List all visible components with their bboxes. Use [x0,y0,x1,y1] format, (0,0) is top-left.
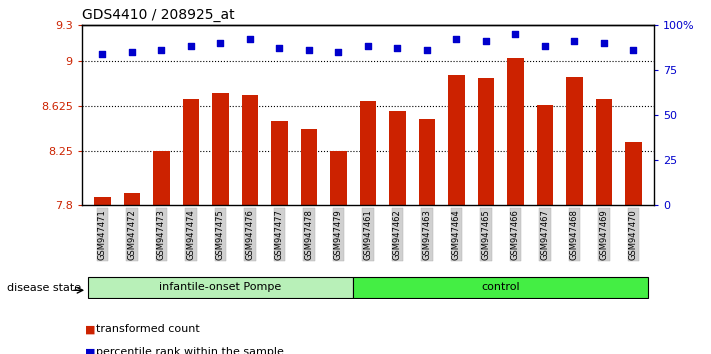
Point [215,40,226,46]
Text: infantile-onset Pompe: infantile-onset Pompe [159,282,282,292]
Bar [353,277,648,298]
Bar [449,75,464,205]
Point [274,45,285,51]
Point [628,47,639,53]
Text: ■: ■ [85,347,96,354]
Point [421,47,432,53]
Point [97,51,108,57]
Bar [478,78,494,205]
Text: GSM947477: GSM947477 [275,209,284,260]
Text: GSM947475: GSM947475 [216,209,225,259]
Text: GSM947466: GSM947466 [511,209,520,260]
Point [245,36,256,42]
Text: GSM947470: GSM947470 [629,209,638,259]
Bar [301,130,317,205]
Bar [537,105,553,205]
Text: GSM947473: GSM947473 [157,209,166,260]
Point [510,31,521,37]
Bar [390,112,405,205]
Text: ■: ■ [85,324,96,334]
Bar [508,58,523,205]
Text: GSM947463: GSM947463 [422,209,432,260]
Point [451,36,462,42]
Bar [567,76,582,205]
Bar [419,119,435,205]
Text: GSM947469: GSM947469 [599,209,609,259]
Bar [124,193,140,205]
Point [480,38,491,44]
Bar [87,277,353,298]
Point [539,44,550,49]
Text: GDS4410 / 208925_at: GDS4410 / 208925_at [82,8,235,22]
Bar [360,101,376,205]
Bar [183,99,199,205]
Point [304,47,315,53]
Point [127,49,138,55]
Point [569,38,580,44]
Text: GSM947471: GSM947471 [98,209,107,259]
Text: control: control [481,282,520,292]
Point [156,47,167,53]
Text: percentile rank within the sample: percentile rank within the sample [96,347,284,354]
Text: GSM947464: GSM947464 [452,209,461,259]
Text: GSM947468: GSM947468 [570,209,579,260]
Bar [95,197,110,205]
Text: disease state: disease state [7,282,81,293]
Text: GSM947478: GSM947478 [304,209,314,260]
Point [392,45,403,51]
Text: GSM947479: GSM947479 [334,209,343,259]
Text: GSM947465: GSM947465 [481,209,491,259]
Text: GSM947474: GSM947474 [186,209,196,259]
Text: transformed count: transformed count [96,324,200,334]
Bar [242,95,258,205]
Text: GSM947462: GSM947462 [393,209,402,259]
Point [362,44,374,49]
Bar [626,142,641,205]
Text: GSM947467: GSM947467 [540,209,550,260]
Text: GSM947472: GSM947472 [127,209,137,259]
Bar [331,151,346,205]
Text: GSM947476: GSM947476 [245,209,255,260]
Point [598,40,609,46]
Point [333,49,344,55]
Bar [213,93,228,205]
Bar [272,121,287,205]
Bar [596,99,612,205]
Bar [154,151,169,205]
Point [186,44,197,49]
Text: GSM947461: GSM947461 [363,209,373,259]
